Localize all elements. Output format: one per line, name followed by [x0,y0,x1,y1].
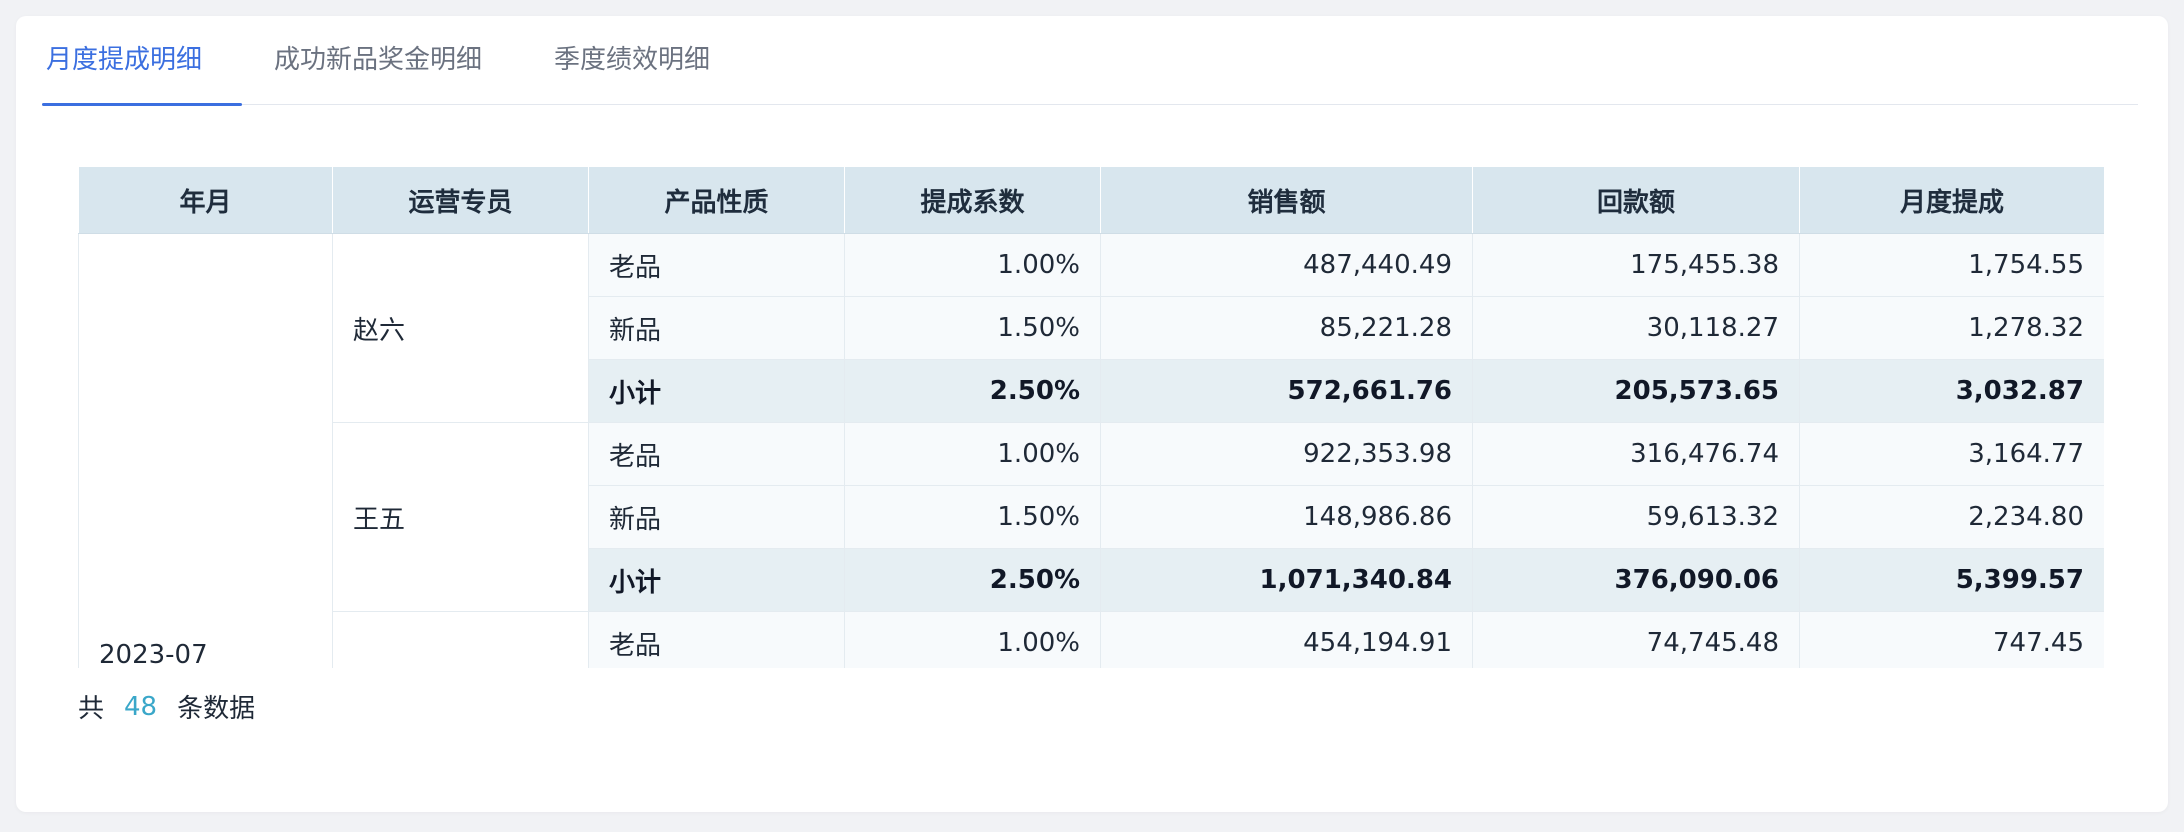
table-row: 新品 1.50% 85,221.28 30,118.27 1,278.32 [79,296,2104,360]
record-count-prefix: 共 [78,694,105,724]
tab-bar: 月度提成明细 成功新品奖金明细 季度绩效明细 [41,16,2138,106]
cell-sales: 487,440.49 [1100,233,1473,297]
cell-payment: 376,090.06 [1472,548,1800,612]
cell-commission: 5,399.57 [1799,548,2104,612]
cell-payment: 30,118.27 [1472,296,1800,360]
header-specialist: 运营专员 [332,166,589,234]
cell-commission: 2,234.80 [1799,485,2104,549]
cell-product-type: 老品 [588,611,845,668]
cell-commission: 1,754.55 [1799,233,2104,297]
cell-product-type: 小计 [588,548,845,612]
content-card: 月度提成明细 成功新品奖金明细 季度绩效明细 年月 运营专员 产品性质 提成系数 [16,16,2168,812]
cell-commission: 747.45 [1799,611,2104,668]
record-count: 共 48 条数据 [78,688,255,725]
cell-specialist: 赵六 [332,233,589,423]
record-count-value: 48 [124,691,158,722]
cell-year-month: 2023-07 [78,233,333,668]
cell-payment: 175,455.38 [1472,233,1800,297]
cell-sales: 922,353.98 [1100,422,1473,486]
cell-payment: 74,745.48 [1472,611,1800,668]
cell-commission: 1,278.32 [1799,296,2104,360]
cell-payment: 59,613.32 [1472,485,1800,549]
commission-table-scroll[interactable]: 年月 运营专员 产品性质 提成系数 销售额 回款额 月度提成 2023-07 赵… [78,166,2104,668]
cell-rate: 1.50% [844,485,1101,549]
table-header-row: 年月 运营专员 产品性质 提成系数 销售额 回款额 月度提成 [78,166,2104,234]
header-commission: 月度提成 [1799,166,2104,234]
cell-rate: 1.00% [844,233,1101,297]
table-row: 老品 1.00% 454,194.91 74,745.48 747.45 [79,611,2104,668]
cell-commission: 3,164.77 [1799,422,2104,486]
cell-rate: 1.00% [844,422,1101,486]
tab-quarterly-performance[interactable]: 季度绩效明细 [554,45,711,75]
commission-table: 年月 运营专员 产品性质 提成系数 销售额 回款额 月度提成 2023-07 赵… [78,166,2104,668]
cell-product-type: 新品 [588,485,845,549]
cell-sales: 572,661.76 [1100,359,1473,423]
cell-payment: 205,573.65 [1472,359,1800,423]
cell-sales: 85,221.28 [1100,296,1473,360]
table-row: 王五 老品 1.00% 922,353.98 316,476.74 3,164.… [79,422,2104,612]
header-payment: 回款额 [1472,166,1800,234]
cell-specialist [332,611,589,668]
header-rate: 提成系数 [844,166,1101,234]
cell-rate: 1.50% [844,296,1101,360]
header-year-month: 年月 [78,166,333,234]
cell-rate: 2.50% [844,359,1101,423]
header-product-type: 产品性质 [588,166,845,234]
cell-product-type: 小计 [588,359,845,423]
cell-product-type: 老品 [588,233,845,297]
cell-commission: 3,032.87 [1799,359,2104,423]
subtotal-row: 小计 2.50% 572,661.76 205,573.65 3,032.87 [79,359,2104,423]
table-row: 2023-07 赵六 老品 1.00% 487,440.49 175,455.3… [78,233,2104,668]
cell-product-type: 老品 [588,422,845,486]
cell-rate: 2.50% [844,548,1101,612]
subtotal-row: 小计 2.50% 1,071,340.84 376,090.06 5,399.5… [79,548,2104,612]
cell-sales: 454,194.91 [1100,611,1473,668]
cell-sales: 1,071,340.84 [1100,548,1473,612]
cell-sales: 148,986.86 [1100,485,1473,549]
header-sales: 销售额 [1100,166,1473,234]
tab-monthly-commission[interactable]: 月度提成明细 [41,16,243,106]
cell-product-type: 新品 [588,296,845,360]
cell-specialist: 王五 [332,422,589,612]
cell-payment: 316,476.74 [1472,422,1800,486]
record-count-suffix: 条数据 [177,694,256,724]
tab-new-product-bonus[interactable]: 成功新品奖金明细 [274,45,483,75]
cell-rate: 1.00% [844,611,1101,668]
